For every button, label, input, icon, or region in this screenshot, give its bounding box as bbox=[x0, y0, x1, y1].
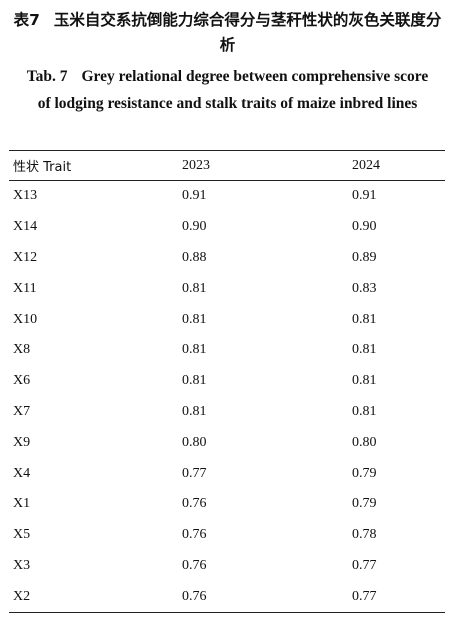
table-row: X5 0.76 0.78 bbox=[9, 520, 445, 551]
caption-en: Tab. 7 Grey relational degree between com… bbox=[22, 64, 433, 117]
table-cell: 0.88 bbox=[182, 249, 207, 265]
table-row: X2 0.76 0.77 bbox=[9, 581, 445, 613]
table-row: X11 0.81 0.83 bbox=[9, 273, 445, 304]
table-cell: 0.77 bbox=[182, 465, 207, 481]
caption-label: Tab. 7 bbox=[26, 68, 68, 85]
table-cell: X8 bbox=[13, 342, 31, 358]
table-cell: 0.76 bbox=[182, 496, 207, 512]
table-cell: 0.79 bbox=[352, 465, 377, 481]
table-row: X14 0.90 0.90 bbox=[9, 212, 445, 243]
table-cell: X14 bbox=[13, 219, 38, 235]
data-table: 性状 Trait 2023 2024 X13 0.91 0.91 X14 0.90 0.90 X… bbox=[9, 150, 445, 613]
table-cell: 0.76 bbox=[182, 527, 207, 543]
table-cell: 0.80 bbox=[352, 434, 377, 450]
table-cell: 0.78 bbox=[352, 527, 377, 543]
table-cell: 0.81 bbox=[352, 403, 377, 419]
table-cell: 0.81 bbox=[182, 311, 207, 327]
table-row: X12 0.88 0.89 bbox=[9, 243, 445, 274]
table-row: X6 0.81 0.81 bbox=[9, 366, 445, 397]
table-row: X8 0.81 0.81 bbox=[9, 335, 445, 366]
table-cell: 0.76 bbox=[182, 588, 207, 604]
table-cell: 0.90 bbox=[182, 219, 207, 235]
table-cell: 0.91 bbox=[352, 188, 377, 204]
caption-text: 玉米自交系抗倒能力综合得分与茎秆性状的灰色关联度分析 bbox=[53, 11, 442, 54]
table-cell: 0.81 bbox=[352, 342, 377, 358]
table-cell: 0.76 bbox=[182, 557, 207, 573]
table-cell: X10 bbox=[13, 311, 38, 327]
caption-text: Grey relational degree between comprehen… bbox=[37, 68, 429, 112]
table-cell: X7 bbox=[13, 403, 31, 419]
table-row: X9 0.80 0.80 bbox=[9, 427, 445, 458]
table-row: X10 0.81 0.81 bbox=[9, 304, 445, 335]
table-cell: 0.77 bbox=[352, 588, 377, 604]
table-cell: X1 bbox=[13, 496, 31, 512]
table-cell: X2 bbox=[13, 588, 31, 604]
table-cell: 0.80 bbox=[182, 434, 207, 450]
table-cell: 0.83 bbox=[352, 280, 377, 296]
table-row: X3 0.76 0.77 bbox=[9, 551, 445, 582]
table-cell: 0.81 bbox=[352, 311, 377, 327]
table-cell: X4 bbox=[13, 465, 31, 481]
table-cell: X13 bbox=[13, 188, 38, 204]
table-cell: 0.91 bbox=[182, 188, 207, 204]
header-cell: 2023 bbox=[182, 157, 210, 173]
table-row: X1 0.76 0.79 bbox=[9, 489, 445, 520]
table-cell: 0.81 bbox=[182, 373, 207, 389]
table-cell: 0.81 bbox=[182, 403, 207, 419]
table-head: 性状 Trait 2023 2024 bbox=[9, 150, 445, 181]
header-row: 性状 Trait 2023 2024 bbox=[9, 150, 445, 181]
table-cell: 0.79 bbox=[352, 496, 377, 512]
header-cell: 2024 bbox=[352, 157, 380, 173]
table-cell: X3 bbox=[13, 557, 31, 573]
caption-label: 表7 bbox=[13, 11, 40, 29]
table-row: X4 0.77 0.79 bbox=[9, 458, 445, 489]
caption-cn: 表7 玉米自交系抗倒能力综合得分与茎秆性状的灰色关联度分析 bbox=[6, 8, 449, 58]
table-body: X13 0.91 0.91 X14 0.90 0.90 X12 0.88 0.89 X11 0.81… bbox=[9, 181, 445, 613]
table-cell: X6 bbox=[13, 373, 31, 389]
table-cell: X5 bbox=[13, 527, 31, 543]
table-cell: 0.90 bbox=[352, 219, 377, 235]
table-cell: 0.81 bbox=[352, 373, 377, 389]
header-cell: 性状 Trait bbox=[13, 160, 72, 175]
table-row: X7 0.81 0.81 bbox=[9, 397, 445, 428]
table-cell: 0.81 bbox=[182, 342, 207, 358]
table-cell: 0.81 bbox=[182, 280, 207, 296]
table-cell: 0.77 bbox=[352, 557, 377, 573]
table-row: X13 0.91 0.91 bbox=[9, 181, 445, 212]
table-cell: 0.89 bbox=[352, 249, 377, 265]
table-cell: X12 bbox=[13, 249, 38, 265]
table-cell: X9 bbox=[13, 434, 31, 450]
table-cell: X11 bbox=[13, 280, 37, 296]
